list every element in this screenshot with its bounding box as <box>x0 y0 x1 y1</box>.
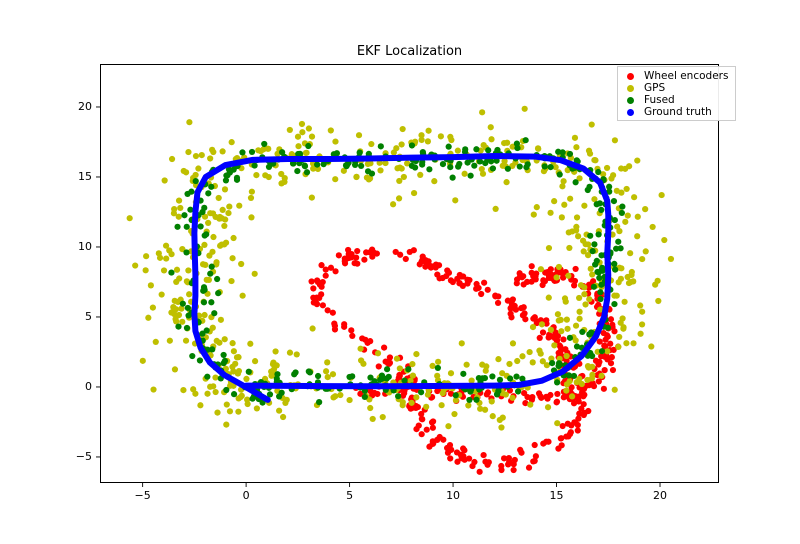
legend-label: Fused <box>644 94 675 106</box>
legend-marker-icon <box>627 108 634 116</box>
legend-marker-icon <box>627 96 634 104</box>
x-tick-label: 15 <box>549 489 564 502</box>
legend-item: Ground truth <box>622 106 728 118</box>
x-tick-label: 0 <box>242 489 250 502</box>
y-tick-label: 5 <box>85 309 92 323</box>
legend-marker-icon <box>627 84 634 92</box>
x-tick-label: 20 <box>653 489 668 502</box>
legend-item: Fused <box>622 94 728 106</box>
y-tick-label: 10 <box>78 239 92 253</box>
y-tick-label: −5 <box>75 449 92 463</box>
x-tick-label: 10 <box>446 489 461 502</box>
legend-item: GPS <box>622 82 728 94</box>
legend-label: GPS <box>644 82 666 94</box>
legend-label: Wheel encoders <box>644 70 729 82</box>
x-tick-label: 5 <box>346 489 354 502</box>
y-tick-label: 0 <box>85 379 92 393</box>
x-tick-label: −5 <box>134 489 151 502</box>
legend: Wheel encoders GPS Fused Ground truth <box>617 66 737 121</box>
legend-label: Ground truth <box>644 106 712 118</box>
y-tick-label: 20 <box>78 99 92 113</box>
plot-title: EKF Localization <box>356 44 463 59</box>
legend-marker-icon <box>627 72 634 80</box>
legend-item: Wheel encoders <box>622 70 728 82</box>
y-tick-label: 15 <box>78 169 92 183</box>
